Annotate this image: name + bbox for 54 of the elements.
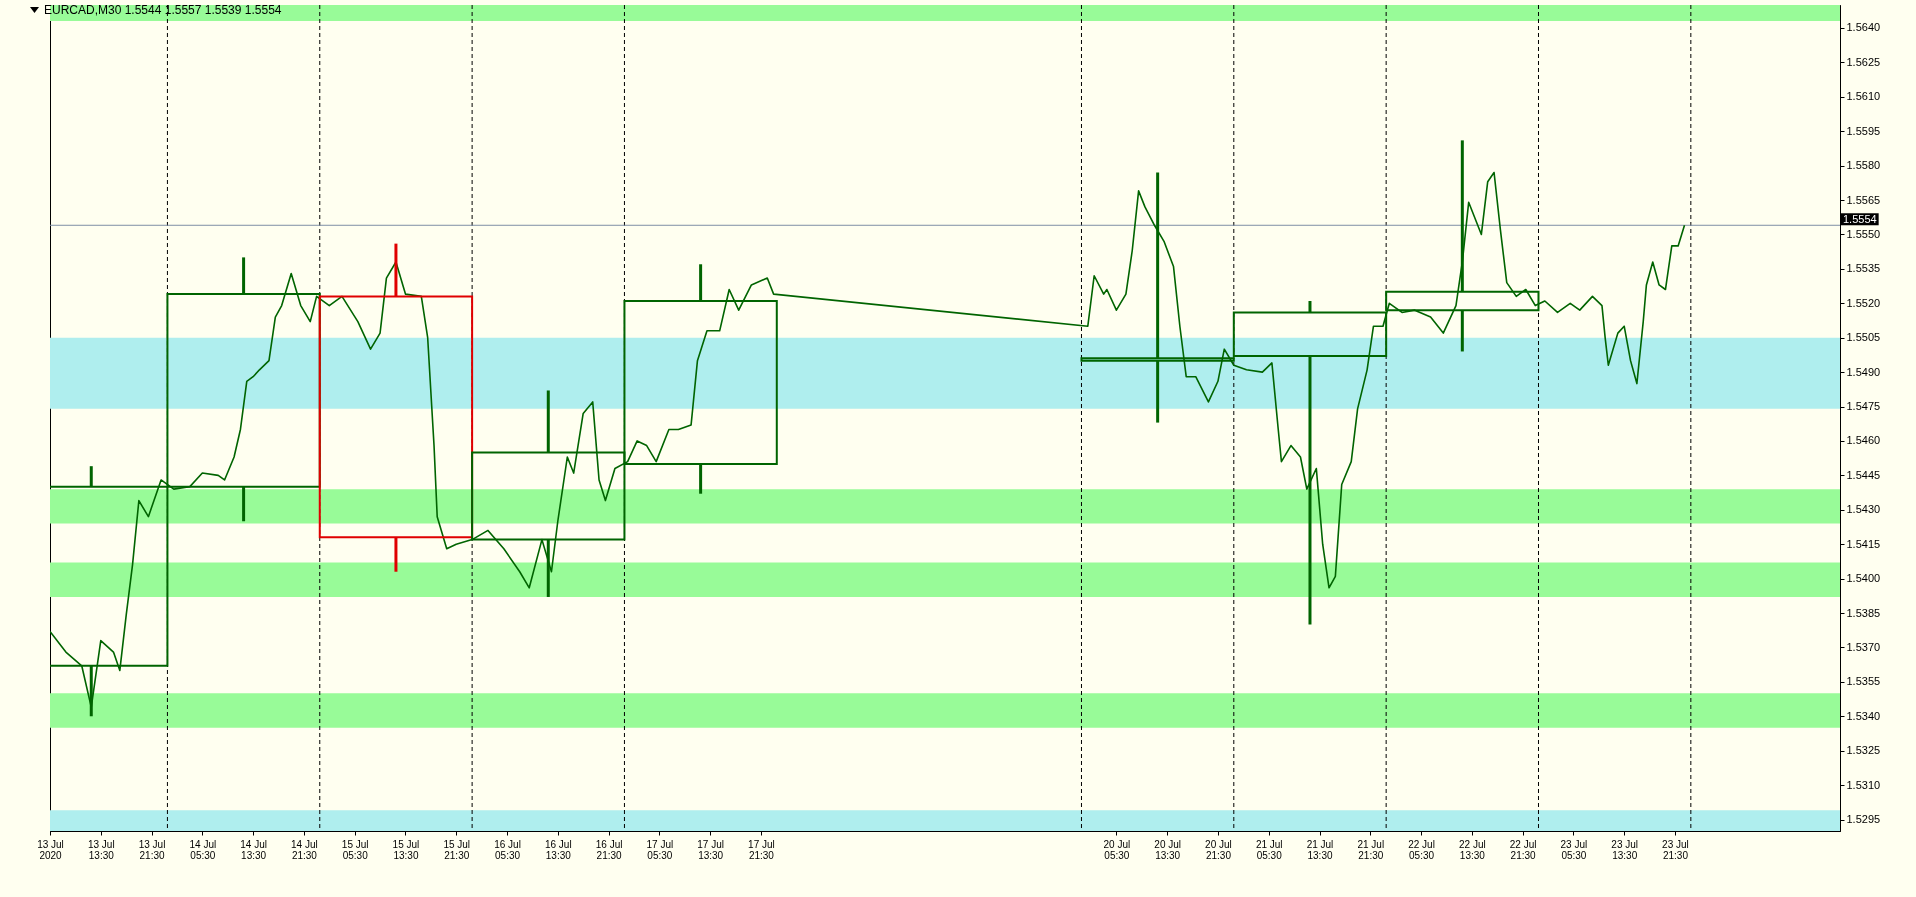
x-tick-label: 16 Jul 05:30 [494, 838, 521, 861]
y-tick-label: 1.5385 [1846, 606, 1881, 619]
y-tick-label: 1.5340 [1846, 709, 1881, 722]
y-tick-label: 1.5490 [1846, 365, 1881, 378]
y-tick-label: 1.5355 [1846, 675, 1881, 688]
y-tick-label: 1.5580 [1846, 159, 1881, 172]
x-tick-label: 16 Jul 21:30 [595, 838, 623, 861]
x-tick-label: 17 Jul 13:30 [697, 838, 724, 861]
y-tick-label: 1.5460 [1846, 434, 1881, 447]
candlestick [318, 243, 474, 572]
x-tick-label: 21 Jul 21:30 [1357, 838, 1385, 861]
x-tick-label: 13 Jul 21:30 [138, 838, 166, 861]
y-tick-label: 1.5370 [1846, 640, 1881, 653]
y-tick-label: 1.5595 [1846, 124, 1881, 137]
x-tick-label: 17 Jul 05:30 [646, 838, 674, 861]
x-tick-label: 20 Jul 13:30 [1154, 838, 1182, 861]
x-tick-label: 15 Jul 13:30 [392, 838, 420, 861]
x-tick-label: 17 Jul 21:30 [748, 838, 775, 861]
y-tick-label: 1.5295 [1846, 813, 1881, 826]
y-tick-label: 1.5565 [1846, 193, 1881, 206]
x-tick-label: 15 Jul 21:30 [443, 838, 471, 861]
y-tick-label: 1.5445 [1846, 468, 1881, 481]
x-tick-label: 22 Jul 21:30 [1509, 838, 1537, 861]
y-tick-label: 1.5475 [1846, 400, 1881, 413]
y-tick-label: 1.5325 [1846, 744, 1881, 757]
x-tick-label: 21 Jul 05:30 [1255, 838, 1283, 861]
chart-title: EURCAD,M30 1.5544 1.5557 1.5539 1.5554 [44, 3, 282, 17]
x-tick-label: 20 Jul 05:30 [1103, 838, 1131, 861]
y-tick-label: 1.5310 [1846, 778, 1881, 791]
x-tick-label: 23 Jul 21:30 [1662, 838, 1689, 861]
y-tick-label: 1.5400 [1846, 572, 1881, 585]
x-tick-label: 23 Jul 13:30 [1611, 838, 1639, 861]
y-tick-label: 1.5520 [1846, 296, 1881, 309]
y-tick-label: 1.5625 [1846, 55, 1881, 68]
y-tick-label: 1.5610 [1846, 90, 1881, 103]
y-tick-label: 1.5430 [1846, 503, 1881, 516]
x-tick-label: 14 Jul 05:30 [189, 838, 217, 861]
x-tick-label: 14 Jul 13:30 [240, 838, 267, 861]
x-tick-label: 22 Jul 13:30 [1459, 838, 1486, 861]
x-tick-label: 22 Jul 05:30 [1408, 838, 1435, 861]
y-tick-label: 1.5640 [1846, 21, 1881, 34]
y-tick-label: 1.5535 [1846, 262, 1881, 275]
y-tick-label: 1.5550 [1846, 227, 1881, 240]
y-tick-label: 1.5505 [1846, 331, 1881, 344]
x-tick-label: 14 Jul 21:30 [291, 838, 318, 861]
x-tick-label: 13 Jul 2020 [37, 838, 64, 861]
x-tick-label: 13 Jul 13:30 [87, 838, 115, 861]
x-tick-label: 21 Jul 13:30 [1306, 838, 1334, 861]
x-tick-label: 15 Jul 05:30 [341, 838, 369, 861]
x-tick-label: 16 Jul 13:30 [544, 838, 572, 861]
ref-line-label: 1.5554 [1843, 213, 1877, 226]
y-tick-label: 1.5415 [1846, 537, 1881, 550]
x-tick-label: 23 Jul 05:30 [1560, 838, 1588, 861]
x-tick-label: 20 Jul 21:30 [1205, 838, 1232, 861]
